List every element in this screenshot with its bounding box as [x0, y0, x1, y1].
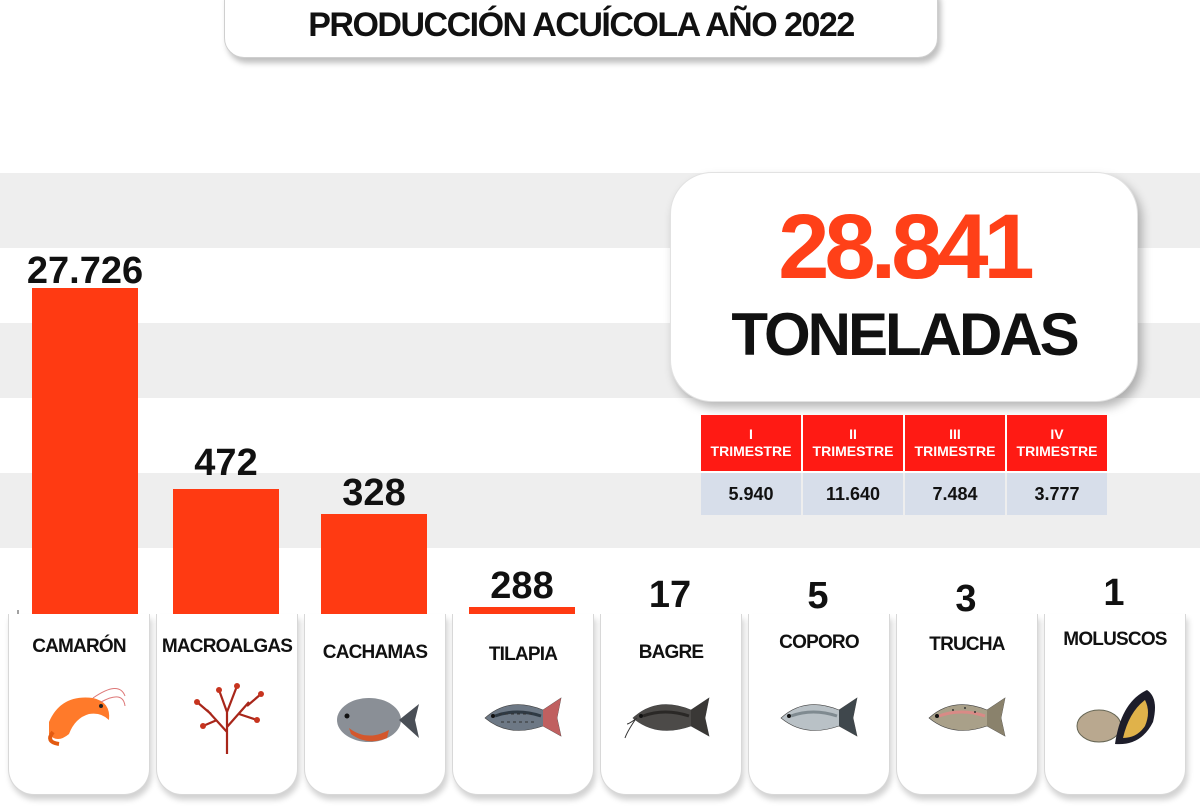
value-label: 1	[1103, 572, 1124, 614]
species-card: CACHAMAS	[304, 614, 446, 795]
cachama-fish-image	[337, 698, 419, 742]
category-label: COPORO	[779, 632, 859, 653]
total-unit: TONELADAS	[731, 301, 1079, 368]
mussels-image	[1076, 690, 1155, 745]
species-card: CAMARÓN	[8, 614, 150, 795]
value-label: 17	[649, 574, 691, 616]
category-label: TRUCHA	[929, 634, 1005, 655]
category-label: CACHAMAS	[322, 642, 428, 663]
quarter-header: II TRIMESTRE	[803, 415, 903, 471]
trout-image	[928, 697, 1006, 737]
value-label: 328	[342, 472, 405, 514]
tilapia-fish-image	[484, 697, 562, 737]
value-label: 3	[955, 578, 976, 620]
quarter-value: 7.484	[905, 471, 1005, 515]
category-label: CAMARÓN	[32, 636, 126, 657]
quarter-value: 3.777	[1007, 471, 1107, 515]
category-label: TILAPIA	[488, 644, 558, 665]
quarter-table: I TRIMESTRE II TRIMESTRE III TRIMESTRE IV TR…	[699, 415, 1109, 515]
species-card: TILAPIA	[452, 614, 594, 795]
bar-cachamas	[321, 514, 427, 622]
quarter-value: 5.940	[701, 471, 801, 515]
species-card: MOLUSCOS	[1044, 614, 1186, 795]
chart-title: PRODUCCIÓN ACUÍCOLA AÑO 2022	[308, 6, 855, 44]
category-label: MOLUSCOS	[1063, 629, 1167, 650]
species-card: MACROALGAS	[156, 614, 298, 795]
value-label: 472	[194, 442, 257, 484]
title-box: PRODUCCIÓN ACUÍCOLA AÑO 2022	[224, 0, 938, 58]
shrimp-image	[48, 688, 126, 746]
quarter-header: IV TRIMESTRE	[1007, 415, 1107, 471]
seaweed-image	[194, 683, 264, 754]
species-card: COPORO	[748, 614, 890, 795]
quarter-header: III TRIMESTRE	[905, 415, 1005, 471]
bar-macroalgas	[173, 489, 279, 622]
catfish-image	[624, 697, 710, 739]
value-label: 27.726	[27, 250, 143, 292]
total-box: 28.841 TONELADAS	[670, 172, 1138, 402]
category-label: BAGRE	[638, 642, 704, 663]
value-label: 5	[807, 575, 828, 617]
total-value: 28.841	[778, 196, 1034, 298]
species-card: BAGRE	[600, 614, 742, 795]
value-label: 288	[490, 565, 553, 607]
bar-camarón	[32, 288, 138, 622]
category-label: MACROALGAS	[161, 636, 293, 657]
quarter-header: I TRIMESTRE	[701, 415, 801, 471]
quarter-value: 11.640	[803, 471, 903, 515]
species-card: TRUCHA	[896, 614, 1038, 795]
coporo-fish-image	[780, 697, 858, 737]
